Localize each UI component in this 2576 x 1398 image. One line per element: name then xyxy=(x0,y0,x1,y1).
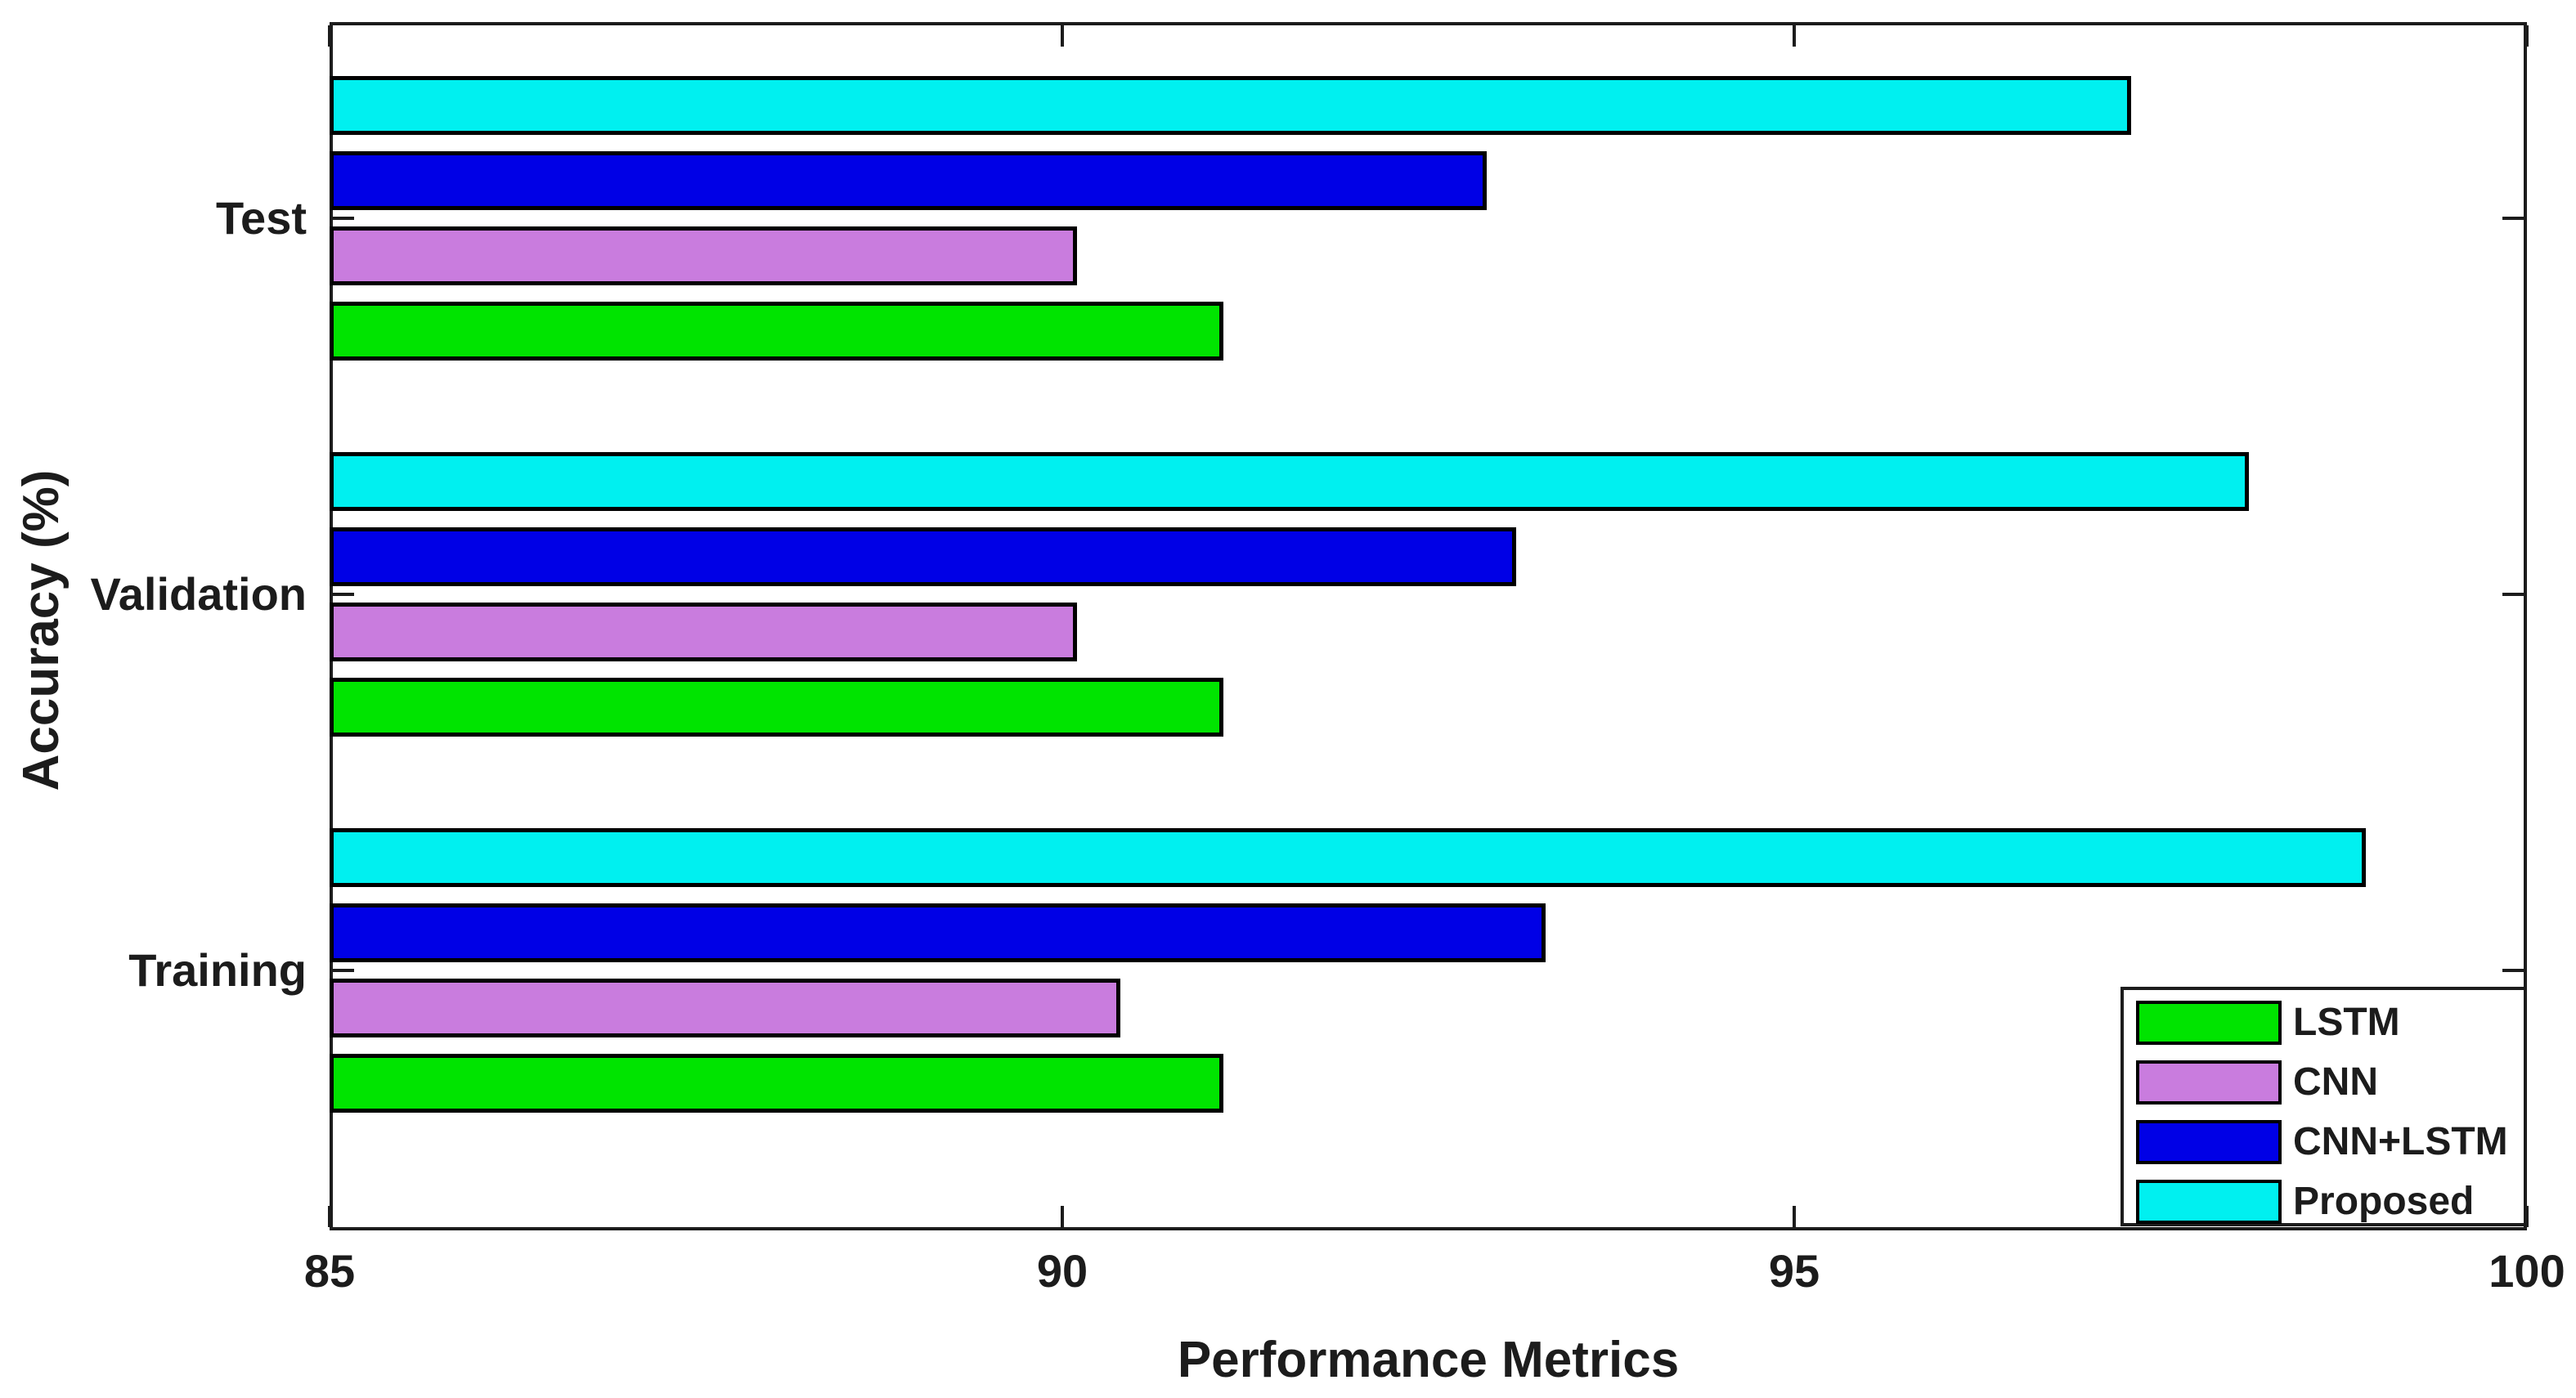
y-axis-label: Accuracy (%) xyxy=(13,469,70,791)
x-tick-label-85: 85 xyxy=(303,1245,356,1297)
x-tick-85 xyxy=(328,1206,331,1227)
bar-test-lstm xyxy=(330,302,1223,361)
category-label-training: Training xyxy=(128,944,307,996)
bar-validation-cnn xyxy=(330,603,1077,661)
bar-test-cnn-lstm xyxy=(330,151,1487,210)
legend-swatch-cnn xyxy=(2136,1060,2282,1105)
legend-label-cnn: CNN xyxy=(2293,1060,2378,1104)
legend-label-cnn-lstm: CNN+LSTM xyxy=(2293,1120,2508,1163)
legend-swatch-cnn-lstm xyxy=(2136,1120,2282,1164)
bar-training-cnn-lstm xyxy=(330,903,1546,962)
x-tick-90 xyxy=(1061,1206,1064,1227)
y-tick-right-test xyxy=(2502,217,2524,220)
x-tick-top-85 xyxy=(328,25,331,47)
legend-swatch-proposed xyxy=(2136,1180,2282,1224)
x-axis-label: Performance Metrics xyxy=(1177,1332,1680,1388)
bar-training-cnn xyxy=(330,979,1120,1037)
bar-validation-lstm xyxy=(330,678,1223,737)
bar-validation-proposed xyxy=(330,452,2249,511)
legend-item-proposed: Proposed xyxy=(2124,1180,2524,1224)
legend: LSTM CNN CNN+LSTM Proposed xyxy=(2120,987,2527,1226)
y-tick-left-test xyxy=(333,217,354,220)
x-tick-label-95: 95 xyxy=(1768,1245,1820,1297)
x-tick-100 xyxy=(2525,1206,2529,1227)
category-label-test: Test xyxy=(216,192,307,244)
legend-swatch-lstm xyxy=(2136,1001,2282,1045)
x-tick-top-90 xyxy=(1061,25,1064,47)
x-tick-95 xyxy=(1793,1206,1796,1227)
x-tick-label-90: 90 xyxy=(1036,1245,1088,1297)
y-tick-right-validation xyxy=(2502,593,2524,596)
bar-test-cnn xyxy=(330,226,1077,285)
bar-training-proposed xyxy=(330,828,2366,887)
bar-test-proposed xyxy=(330,76,2131,135)
bar-validation-cnn-lstm xyxy=(330,527,1516,586)
bar-training-lstm xyxy=(330,1054,1223,1113)
category-label-validation: Validation xyxy=(90,568,307,620)
legend-label-lstm: LSTM xyxy=(2293,1001,2400,1044)
y-tick-right-training xyxy=(2502,969,2524,972)
x-tick-top-95 xyxy=(1793,25,1796,47)
legend-item-cnn-lstm: CNN+LSTM xyxy=(2124,1120,2524,1164)
x-tick-label-100: 100 xyxy=(2488,1245,2565,1297)
legend-label-proposed: Proposed xyxy=(2293,1180,2475,1223)
legend-item-lstm: LSTM xyxy=(2124,1001,2524,1045)
legend-item-cnn: CNN xyxy=(2124,1060,2524,1105)
x-tick-top-100 xyxy=(2525,25,2529,47)
y-tick-left-validation xyxy=(333,593,354,596)
y-tick-left-training xyxy=(333,969,354,972)
